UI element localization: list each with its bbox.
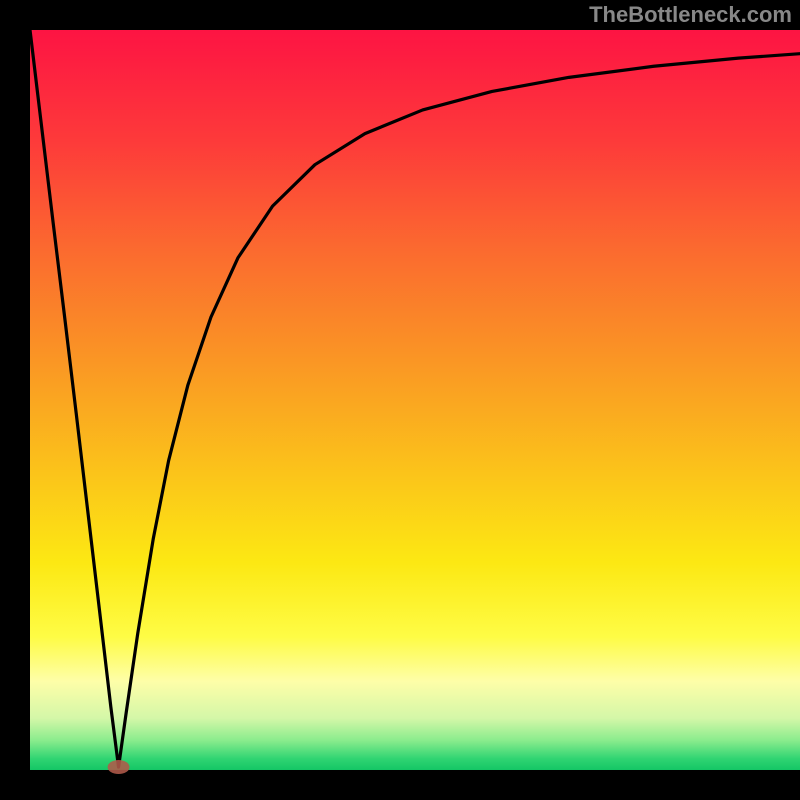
bottleneck-chart: [0, 0, 800, 800]
chart-container: TheBottleneck.com: [0, 0, 800, 800]
watermark-text: TheBottleneck.com: [589, 2, 792, 28]
optimum-marker: [108, 760, 130, 774]
gradient-background: [30, 30, 800, 770]
